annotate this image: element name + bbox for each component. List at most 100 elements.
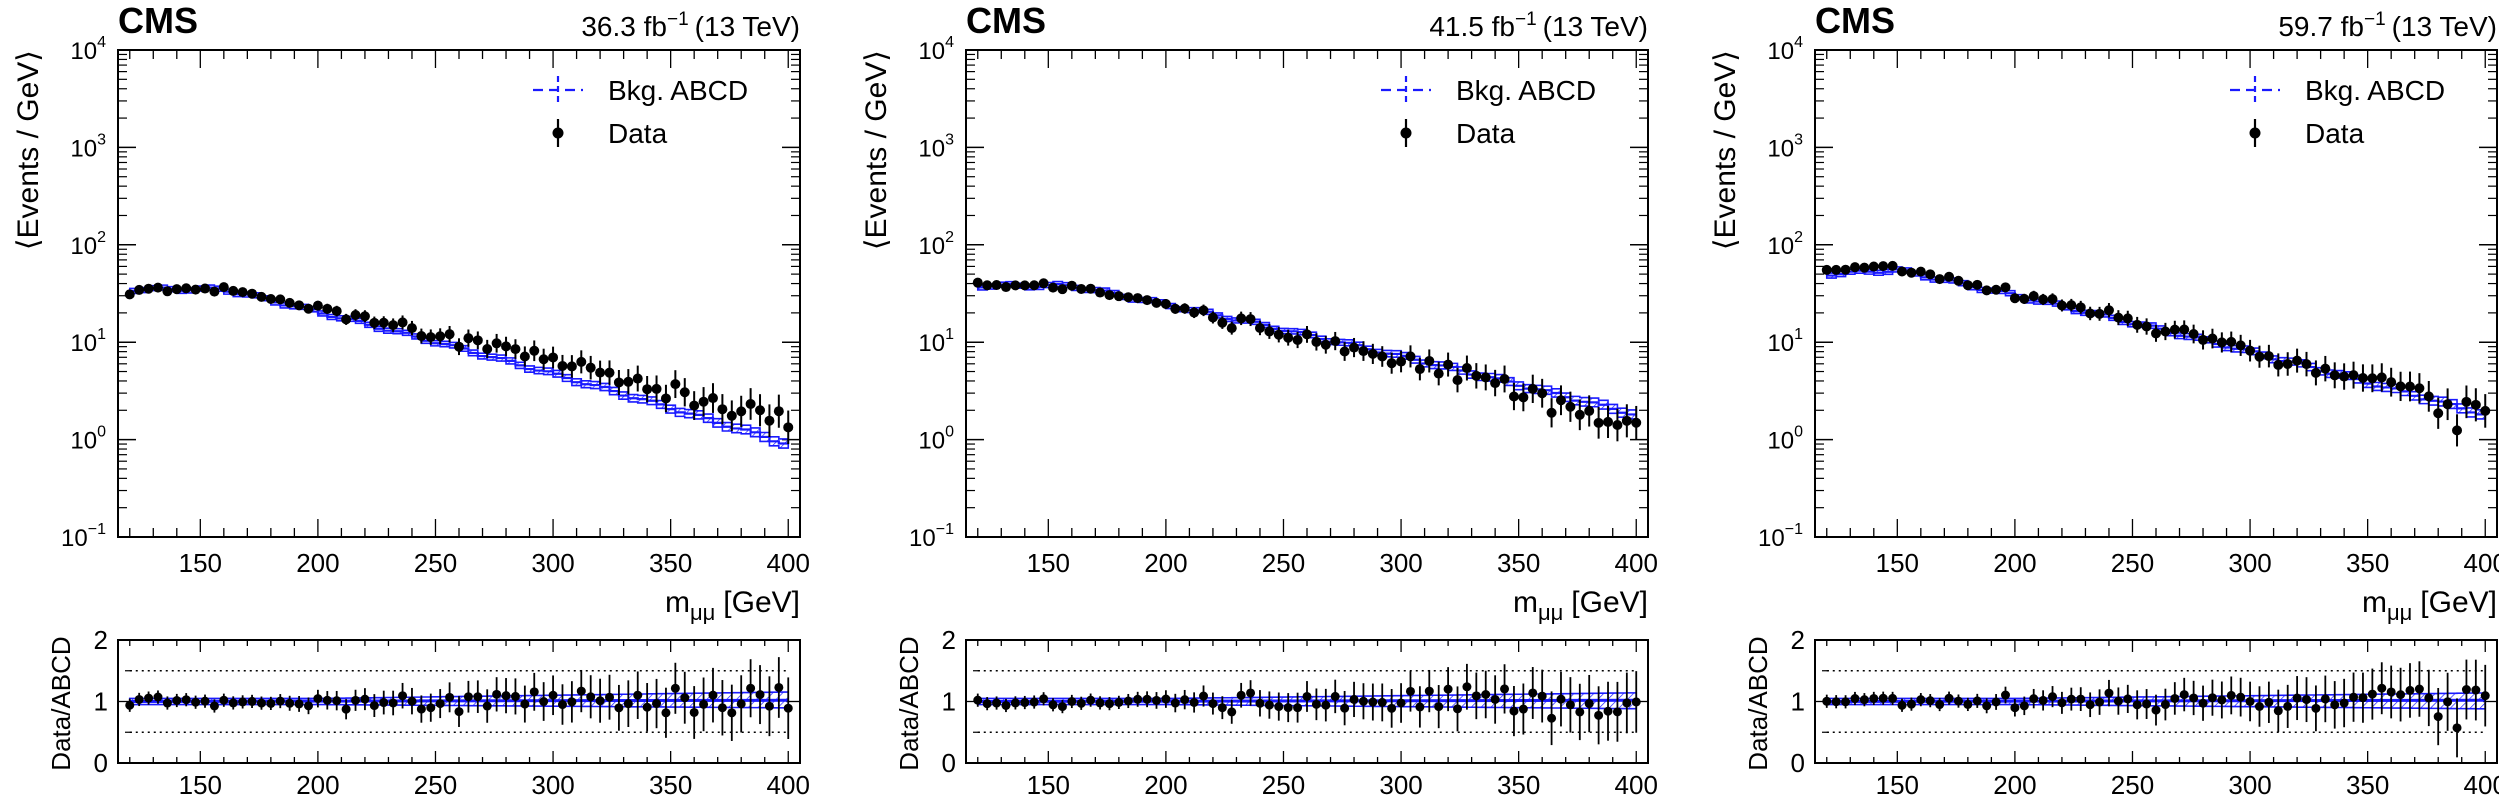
- data-point: [425, 332, 436, 343]
- energy-label: (13 TeV): [695, 11, 800, 42]
- y-axis-label: ⟨Events / GeV⟩: [12, 50, 45, 250]
- ratio-point: [973, 695, 983, 705]
- data-point: [1621, 415, 1632, 426]
- y-tick-exponent: 3: [945, 131, 954, 148]
- ratio-point: [1377, 697, 1387, 707]
- data-point: [1254, 322, 1265, 333]
- data-point: [341, 314, 352, 325]
- data-point: [1170, 303, 1181, 314]
- data-point: [2169, 324, 2180, 335]
- ratio-point: [2339, 698, 2349, 708]
- x-axis-var: m: [1513, 586, 1538, 619]
- ratio-point: [1330, 691, 1340, 701]
- y-tick-base: 10: [61, 525, 88, 552]
- ratio-series: [1822, 659, 2490, 758]
- ratio-y-tick-label: 2: [94, 625, 108, 655]
- data-point: [991, 280, 1002, 291]
- y-tick-base: 10: [1767, 38, 1794, 65]
- ratio-point: [746, 683, 756, 693]
- data-point: [1840, 264, 1851, 275]
- legend-bkg-label: Bkg. ABCD: [608, 75, 748, 106]
- ratio-point: [1916, 695, 1926, 705]
- ratio-x-tick-label: 400: [1615, 770, 1658, 797]
- ratio-point: [266, 698, 276, 708]
- x-tick-label: 400: [1615, 548, 1658, 578]
- legend: Bkg. ABCD Data: [533, 75, 748, 149]
- data-point: [1490, 378, 1501, 389]
- ratio-point: [1208, 699, 1218, 709]
- ratio-point: [1114, 697, 1124, 707]
- x-axis-unit: [GeV]: [2420, 586, 2497, 619]
- data-point: [613, 377, 624, 388]
- bkg-abcd-band: [128, 284, 790, 449]
- x-tick-label: 300: [531, 548, 574, 578]
- data-point: [1471, 370, 1482, 381]
- data-point: [1010, 280, 1021, 291]
- data-point: [2085, 308, 2096, 319]
- x-tick-label: 350: [649, 548, 692, 578]
- data-point: [2273, 359, 2284, 370]
- ratio-point: [586, 692, 596, 702]
- ratio-point: [2142, 699, 2152, 709]
- ratio-point: [1123, 696, 1133, 706]
- x-axis-label: mμμ [GeV]: [2362, 586, 2497, 625]
- ratio-x-tick-label: 300: [531, 770, 574, 797]
- ratio-point: [492, 689, 502, 699]
- x-tick-label: 150: [179, 548, 222, 578]
- data-point: [1831, 264, 1842, 275]
- ratio-point: [238, 697, 248, 707]
- ratio-point: [1925, 696, 1935, 706]
- x-tick-label: 350: [1497, 548, 1540, 578]
- ratio-point: [1264, 700, 1274, 710]
- data-point: [1906, 267, 1917, 278]
- ratio-y-tick-label: 1: [1791, 687, 1805, 717]
- data-point: [2263, 351, 2274, 362]
- ratio-y-tick-label: 0: [94, 748, 108, 778]
- energy-label: (13 TeV): [2392, 11, 2497, 42]
- ratio-point: [388, 698, 398, 708]
- data-point: [209, 286, 220, 297]
- data-point: [1934, 274, 1945, 285]
- y-tick-label: 102: [70, 229, 106, 260]
- y-tick-label: 103: [1767, 131, 1803, 162]
- data-point: [2320, 363, 2331, 374]
- ratio-point: [510, 691, 520, 701]
- ratio-x-tick-label: 150: [179, 770, 222, 797]
- ratio-point: [1396, 698, 1406, 708]
- ratio-point: [680, 693, 690, 703]
- ratio-point: [1095, 698, 1105, 708]
- main-plot-frame: [965, 49, 1649, 538]
- data-point: [773, 406, 784, 417]
- ratio-point: [134, 694, 144, 704]
- ratio-x-tick-label: 300: [1379, 770, 1422, 797]
- ratio-point: [144, 693, 154, 703]
- legend-data-marker: [2249, 127, 2261, 139]
- data-point: [1113, 291, 1124, 302]
- ratio-point: [1991, 697, 2001, 707]
- ratio-point: [2302, 695, 2312, 705]
- ratio-point: [2123, 694, 2133, 704]
- ratio-point: [172, 695, 182, 705]
- ratio-point: [2029, 694, 2039, 704]
- ratio-y-axis-label: Data/ABCD: [1743, 636, 1773, 770]
- data-point: [764, 415, 775, 426]
- legend: Bkg. ABCD Data: [2230, 75, 2445, 149]
- data-point: [2414, 383, 2425, 394]
- ratio-point: [332, 696, 342, 706]
- data-point: [1518, 392, 1529, 403]
- ratio-y-tick-label: 1: [94, 687, 108, 717]
- ratio-point: [783, 703, 793, 713]
- y-tick-exponent: 0: [97, 424, 106, 441]
- data-point: [2395, 381, 2406, 392]
- ratio-x-tick-label: 250: [2111, 770, 2154, 797]
- y-tick-base: 10: [918, 330, 945, 357]
- ratio-point: [1104, 699, 1114, 709]
- data-point: [1236, 313, 1247, 324]
- ratio-point: [1972, 696, 1982, 706]
- data-point: [472, 335, 483, 346]
- ratio-point: [1387, 703, 1397, 713]
- x-axis-unit: [GeV]: [1571, 586, 1648, 619]
- data-point: [726, 410, 737, 421]
- ratio-point: [670, 683, 680, 693]
- data-point: [1584, 405, 1595, 416]
